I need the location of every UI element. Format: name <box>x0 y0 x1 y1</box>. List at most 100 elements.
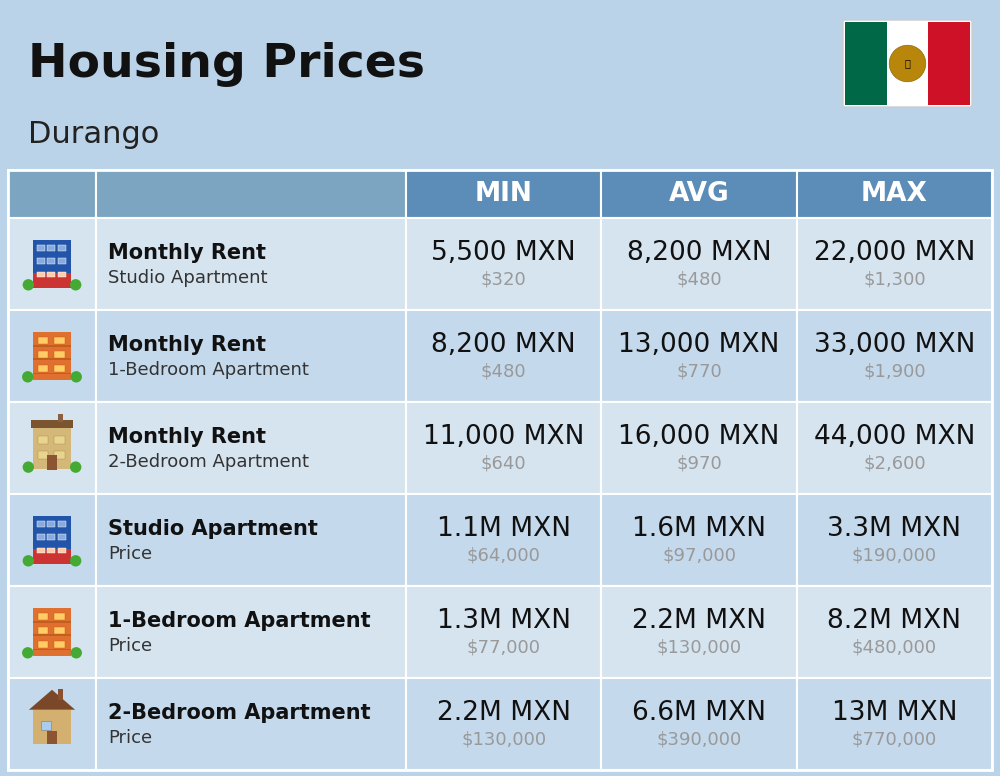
Bar <box>38 436 48 444</box>
Bar <box>47 535 55 540</box>
Bar <box>601 170 797 218</box>
Text: 2.2M MXN: 2.2M MXN <box>437 700 571 726</box>
Circle shape <box>70 279 81 290</box>
Bar <box>797 170 992 218</box>
Bar <box>38 338 48 345</box>
Text: 1.6M MXN: 1.6M MXN <box>632 516 766 542</box>
Bar <box>31 420 73 428</box>
Bar <box>96 170 406 218</box>
Circle shape <box>70 555 81 566</box>
Text: $64,000: $64,000 <box>467 546 541 565</box>
Bar <box>47 456 57 470</box>
Bar <box>58 258 66 264</box>
Bar <box>601 678 797 770</box>
Text: $130,000: $130,000 <box>461 731 546 749</box>
Text: Price: Price <box>108 637 152 655</box>
Bar <box>8 170 992 770</box>
Text: $130,000: $130,000 <box>656 639 742 656</box>
Text: 13M MXN: 13M MXN <box>832 700 957 726</box>
Circle shape <box>71 647 82 659</box>
Text: $190,000: $190,000 <box>852 546 937 565</box>
Bar <box>38 451 48 459</box>
Text: Housing Prices: Housing Prices <box>28 42 425 87</box>
Bar <box>37 245 45 251</box>
Text: Monthly Rent: Monthly Rent <box>108 335 266 355</box>
Text: 8.2M MXN: 8.2M MXN <box>827 608 961 634</box>
Text: $480: $480 <box>481 362 526 381</box>
Bar <box>38 641 48 648</box>
Text: Monthly Rent: Monthly Rent <box>108 427 266 447</box>
Text: 33,000 MXN: 33,000 MXN <box>814 332 975 358</box>
Text: $1,300: $1,300 <box>863 271 926 289</box>
FancyBboxPatch shape <box>843 20 972 107</box>
Text: Durango: Durango <box>28 120 159 149</box>
Bar <box>33 359 71 360</box>
Bar <box>54 451 65 459</box>
Bar <box>47 548 55 553</box>
Bar <box>33 549 71 564</box>
Bar <box>33 372 71 374</box>
Bar <box>797 678 992 770</box>
Bar <box>8 586 96 678</box>
Bar <box>601 310 797 402</box>
Bar <box>41 721 51 729</box>
Text: $480,000: $480,000 <box>852 639 937 656</box>
Bar <box>845 22 887 105</box>
Bar <box>33 332 71 380</box>
Bar <box>797 218 992 310</box>
Bar <box>797 310 992 402</box>
Text: Price: Price <box>108 729 152 747</box>
Text: Monthly Rent: Monthly Rent <box>108 243 266 263</box>
Text: $320: $320 <box>481 271 527 289</box>
Bar <box>96 402 406 494</box>
Text: 2-Bedroom Apartment: 2-Bedroom Apartment <box>108 453 309 471</box>
Circle shape <box>71 371 82 383</box>
Bar <box>54 351 65 358</box>
Text: 16,000 MXN: 16,000 MXN <box>618 424 780 450</box>
Bar <box>58 535 66 540</box>
Bar <box>38 614 48 620</box>
Text: $1,900: $1,900 <box>863 362 926 381</box>
Bar <box>33 345 71 347</box>
Text: 1.1M MXN: 1.1M MXN <box>437 516 571 542</box>
Bar <box>33 608 71 656</box>
Bar <box>8 170 96 218</box>
Bar <box>58 414 63 422</box>
Bar <box>406 586 601 678</box>
Bar <box>33 635 71 636</box>
Circle shape <box>23 462 34 473</box>
Bar <box>406 402 601 494</box>
Bar <box>58 245 66 251</box>
Text: $770: $770 <box>676 362 722 381</box>
Bar <box>406 170 601 218</box>
Circle shape <box>889 45 926 81</box>
Bar <box>54 436 65 444</box>
Bar <box>58 548 66 553</box>
Polygon shape <box>29 690 75 710</box>
Bar <box>37 548 45 553</box>
Text: 22,000 MXN: 22,000 MXN <box>814 240 975 266</box>
Bar <box>33 649 71 650</box>
Text: MIN: MIN <box>475 181 533 207</box>
Text: $2,600: $2,600 <box>863 455 926 473</box>
Bar <box>96 310 406 402</box>
Bar <box>8 310 96 402</box>
Bar <box>54 641 65 648</box>
Bar <box>8 678 96 770</box>
Bar <box>58 272 66 277</box>
Bar <box>33 240 71 288</box>
Bar <box>47 521 55 527</box>
Bar <box>33 427 71 469</box>
Text: 1.3M MXN: 1.3M MXN <box>437 608 571 634</box>
Bar <box>887 22 928 105</box>
Bar <box>37 535 45 540</box>
Bar <box>54 627 65 634</box>
Text: 11,000 MXN: 11,000 MXN <box>423 424 584 450</box>
Bar <box>54 365 65 372</box>
Text: 3.3M MXN: 3.3M MXN <box>827 516 961 542</box>
Bar <box>797 494 992 586</box>
Text: $77,000: $77,000 <box>467 639 541 656</box>
Bar <box>33 516 71 564</box>
Bar <box>58 688 63 700</box>
Text: $390,000: $390,000 <box>656 731 742 749</box>
